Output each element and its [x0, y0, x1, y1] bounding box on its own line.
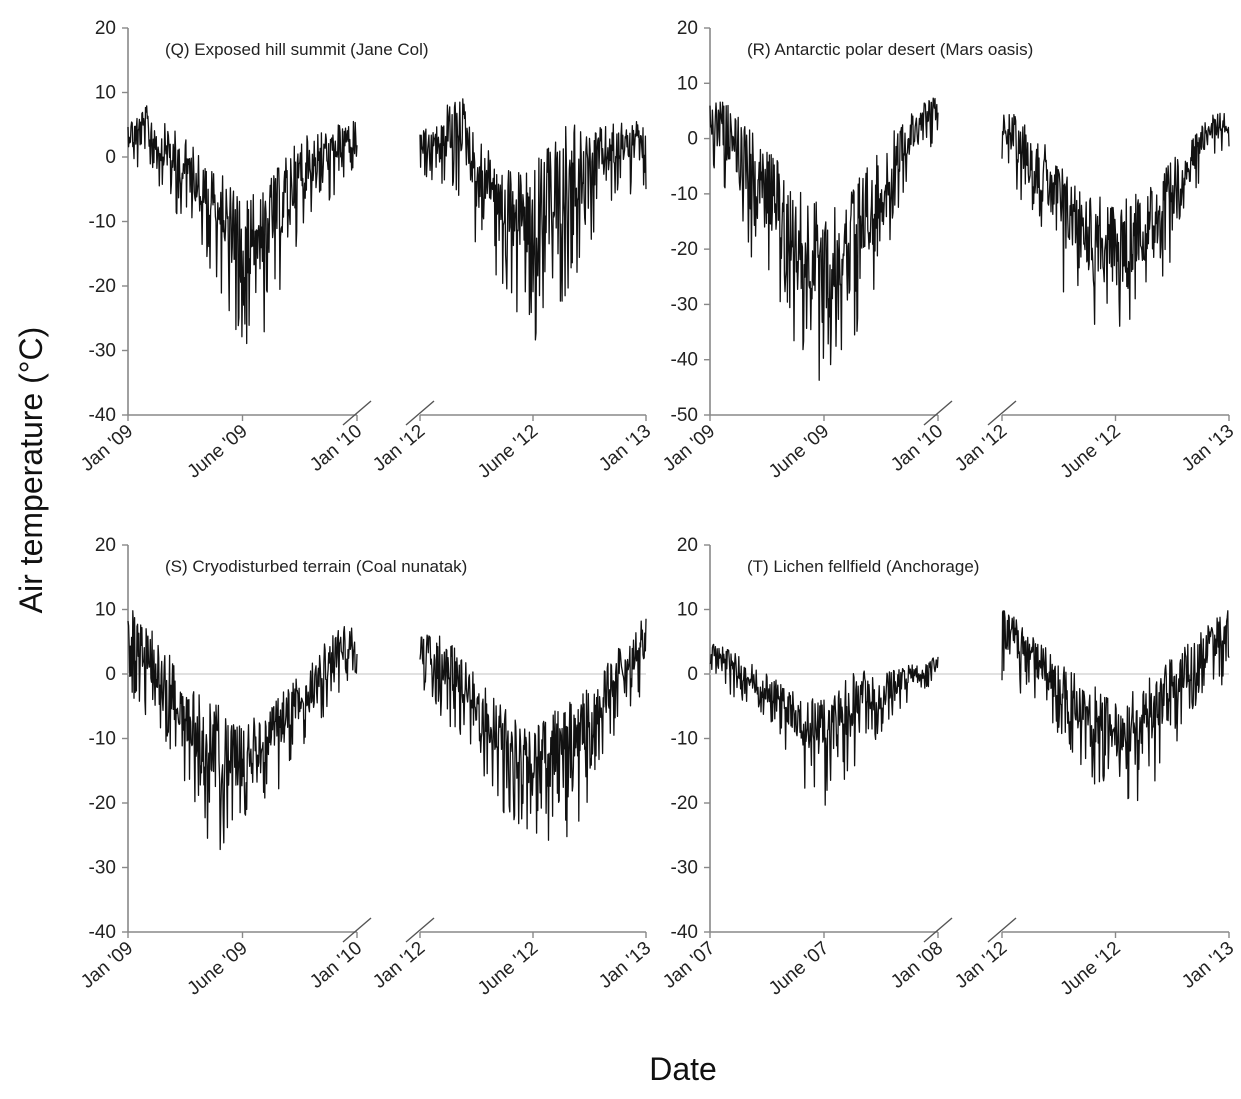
y-tick-label: -10 — [89, 729, 116, 750]
axis-break-mark — [342, 917, 372, 943]
x-tick-label: June '09 — [765, 421, 833, 483]
x-tick-label: Jan '09 — [77, 938, 137, 993]
x-tick-label: Jan '10 — [306, 938, 366, 993]
x-tick-label: June '12 — [1057, 938, 1125, 1000]
panel-2: (S) Cryodisturbed terrain (Coal nunatak)… — [77, 535, 655, 1000]
x-tick-label: Jan '12 — [951, 421, 1011, 476]
y-tick-label: 0 — [687, 664, 698, 685]
y-tick-label: 10 — [95, 83, 116, 104]
y-tick-label: 20 — [677, 18, 698, 39]
x-tick-label: June '12 — [474, 938, 542, 1000]
temperature-series — [1001, 610, 1230, 802]
panel-0: (Q) Exposed hill summit (Jane Col) 20 10 0 -… — [77, 18, 655, 483]
axis-break-mark — [987, 917, 1017, 943]
x-tick-label: Jan '13 — [1178, 421, 1238, 476]
x-tick-label: Jan '13 — [595, 421, 655, 476]
axis-break-mark — [405, 400, 435, 426]
x-tick-label: Jan '12 — [369, 938, 429, 993]
x-tick-label: Jan '09 — [77, 421, 137, 476]
panel-title: (Q) Exposed hill summit (Jane Col) — [165, 40, 429, 59]
axis-break-mark — [923, 917, 953, 943]
y-tick-label: -50 — [671, 405, 698, 426]
x-tick-label: Jan '13 — [595, 938, 655, 993]
y-tick-label: 10 — [677, 73, 698, 94]
y-tick-label: 10 — [95, 600, 116, 621]
x-tick-label: June '09 — [184, 938, 252, 1000]
panel-title: (R) Antarctic polar desert (Mars oasis) — [747, 40, 1033, 59]
y-tick-label: 0 — [687, 129, 698, 150]
y-axis-title: Air temperature (°C) — [13, 327, 49, 614]
y-tick-label: -10 — [671, 184, 698, 205]
y-tick-label: -40 — [89, 405, 116, 426]
axis-break-mark — [923, 400, 953, 426]
x-tick-label: Jan '10 — [306, 421, 366, 476]
temperature-series — [419, 618, 647, 841]
x-tick-label: Jan '12 — [369, 421, 429, 476]
axis-break-mark — [342, 400, 372, 426]
x-tick-label: Jan '07 — [659, 938, 719, 993]
y-tick-label: 10 — [677, 600, 698, 621]
x-tick-label: June '12 — [1057, 421, 1125, 483]
temperature-series — [709, 643, 939, 806]
x-tick-label: June '12 — [474, 421, 542, 483]
y-tick-label: -30 — [671, 858, 698, 879]
panel-title: (T) Lichen fellfield (Anchorage) — [747, 557, 979, 576]
panel-3: (T) Lichen fellfield (Anchorage) 20 10 0 -10… — [659, 535, 1238, 1000]
temperature-series — [709, 97, 939, 381]
axis-break-mark — [987, 400, 1017, 426]
temperature-series — [127, 105, 358, 345]
y-tick-label: -20 — [671, 793, 698, 814]
x-tick-label: Jan '08 — [887, 938, 947, 993]
x-tick-label: Jan '09 — [659, 421, 719, 476]
x-tick-label: Jan '12 — [951, 938, 1011, 993]
y-tick-label: -20 — [89, 793, 116, 814]
temperature-series — [419, 98, 647, 341]
y-tick-label: 0 — [105, 147, 116, 168]
panel-title: (S) Cryodisturbed terrain (Coal nunatak) — [165, 557, 467, 576]
y-tick-label: -20 — [671, 239, 698, 260]
y-tick-label: 0 — [105, 664, 116, 685]
y-tick-label: -30 — [671, 294, 698, 315]
y-tick-label: -30 — [89, 858, 116, 879]
y-tick-label: 20 — [677, 535, 698, 556]
x-tick-label: June '07 — [765, 938, 833, 1000]
x-tick-label: June '09 — [184, 421, 252, 483]
x-tick-label: Jan '10 — [887, 421, 947, 476]
x-tick-label: Jan '13 — [1178, 938, 1238, 993]
y-tick-label: -40 — [671, 922, 698, 943]
temperature-series — [1001, 112, 1230, 327]
panel-1: (R) Antarctic polar desert (Mars oasis) 2… — [659, 18, 1238, 483]
y-tick-label: 20 — [95, 18, 116, 39]
axis-break-mark — [405, 917, 435, 943]
y-tick-label: -10 — [671, 729, 698, 750]
y-tick-label: 20 — [95, 535, 116, 556]
x-axis-title: Date — [649, 1051, 717, 1087]
temperature-series — [127, 610, 358, 851]
y-tick-label: -20 — [89, 276, 116, 297]
y-tick-label: -40 — [671, 350, 698, 371]
y-tick-label: -10 — [89, 212, 116, 233]
y-tick-label: -30 — [89, 341, 116, 362]
y-tick-label: -40 — [89, 922, 116, 943]
